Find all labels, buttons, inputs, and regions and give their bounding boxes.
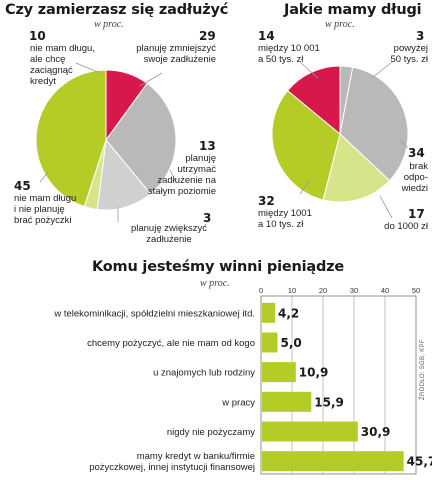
pie2-label-3: między 1001 a 10 tys. zł [258,208,312,230]
chart1-title: Czy zamierzasz się zadłużyć [5,2,229,18]
chart2-subtitle: w proc. [325,19,355,30]
bar-category-label: mamy kredyt w banku/firmie pożyczkowej, i… [89,451,255,473]
x-tick-label: 10 [288,286,296,295]
x-tick-label: 40 [381,286,389,295]
pie1-leader-4 [39,171,49,183]
pie1-value-4: 45 [14,179,31,193]
pie2-leader-3 [299,179,311,195]
pie1-value-0: 10 [29,29,46,43]
x-tick-label: 50 [412,286,420,295]
bar-1 [262,332,278,353]
pie1-value-2: 13 [199,139,216,153]
pie1-value-1: 29 [199,29,216,43]
bar-value-label: 15,9 [314,395,344,409]
bar-category-label: chcemy pożyczyć, ale nie mam od kogo [87,338,255,349]
bar-2 [262,362,296,383]
pie1-label-4: nie mam długu i nie planuję brać pożyczk… [14,193,77,226]
x-tick-label: 20 [319,286,327,295]
bar-5 [262,451,404,472]
source-note: ŹRÓDŁO: SGB, KPF [420,339,426,400]
bar-category-label: u znajomych lub rodziny [153,368,255,379]
pie2-value-1: 34 [408,146,425,160]
pie1-value-3: 3 [203,211,212,225]
pie1-label-2: planuję utrzymać zadłużenie na stałym po… [147,153,216,197]
pie1-slice-0 [105,69,148,142]
x-tick-label: 0 [259,286,263,295]
pie2-slice-0 [339,65,354,135]
bar-category-label: nigdy nie pożyczamy [167,427,255,438]
pie2-value-0: 3 [416,29,425,43]
pie1-slice-3 [83,139,107,211]
pie1-label-1: planuję zmniejszyć swoje zadłużenie [136,43,216,65]
x-tick-label: 30 [350,286,358,295]
pie1-leader-1 [139,72,163,87]
pie2-value-2: 17 [408,207,425,221]
bar-3 [262,391,312,412]
pie2-value-4: 14 [258,29,275,43]
chart3-title: Komu jesteśmy winni pieniądze [92,259,345,275]
pie1-slice-4 [35,69,107,208]
pie2-label-2: do 1000 zł [384,221,428,232]
bar-value-label: 5,0 [281,336,302,350]
pie2-slice-3 [271,89,341,201]
bar-category-label: w pracy [221,397,255,408]
pie1-label-3: planuję zwiększyć zadłużenie [130,223,208,245]
chart3-subtitle: w proc. [200,278,230,289]
pie2-label-0: powyżej 50 tys. zł [390,43,429,65]
pie2-leader-1 [399,139,409,149]
bar-value-label: 10,9 [299,366,329,380]
bar-category-label: w telekominikacji, spółdzielni mieszkani… [53,308,255,319]
bar-value-label: 4,2 [278,306,299,320]
bar-4 [262,421,358,442]
pie2-slice-4 [286,65,341,136]
pie2-label-4: między 10 001 a 50 tys. zł [258,43,320,65]
chart1-subtitle: w proc. [94,19,124,30]
pie2-label-1: brak odpo- wiedzi [401,161,428,194]
bar-value-label: 30,9 [361,425,391,439]
bar-0 [262,302,276,323]
pie1-label-0: nie mam długu, ale chcę zaciągnąć kredyt [30,43,95,87]
pie2-slice-2 [322,133,391,203]
bar-value-label: 45,7 [407,455,432,469]
pie2-value-3: 32 [258,194,275,208]
bar-plot-frame [260,295,417,475]
pie2-leader-2 [379,195,393,219]
chart2-title: Jakie mamy długi [284,2,422,18]
